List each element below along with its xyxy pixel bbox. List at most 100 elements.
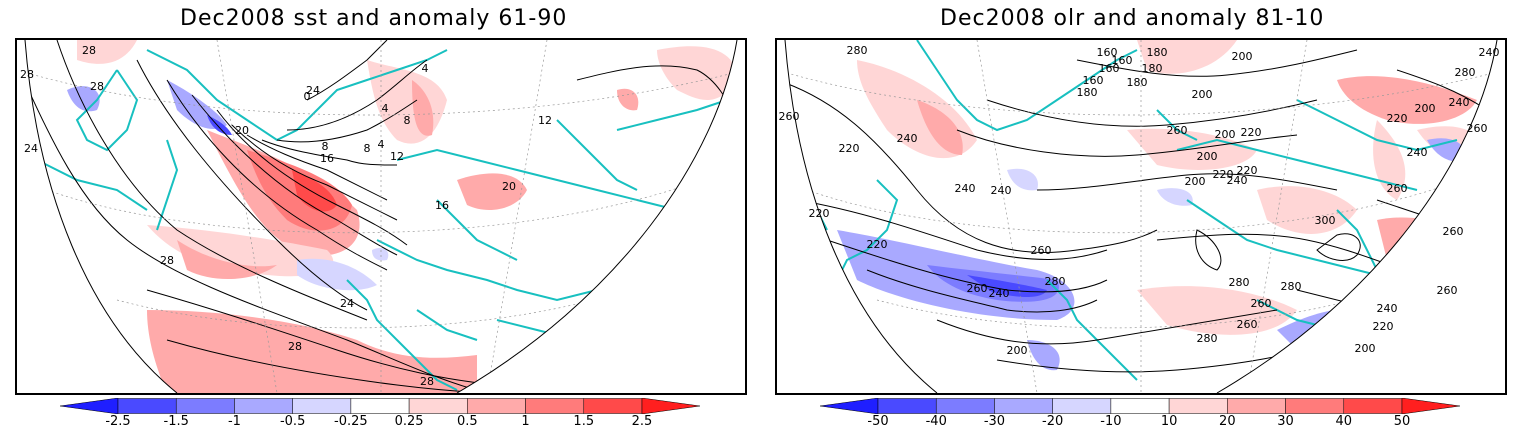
colorbar-tick-label: 1 — [521, 414, 530, 429]
contour-label: 28 — [160, 254, 174, 267]
colorbar-segment — [467, 398, 526, 414]
sst-map-panel: 28 28 28 24 4 0 4 8 8 4 8 12 16 20 16 20 12 28 24 28 28 24 — [15, 38, 747, 395]
contour-label: 28 — [82, 44, 96, 57]
contour-label: 4 — [422, 62, 429, 75]
contour-label: 260 — [1437, 284, 1458, 297]
contour-label: 28 — [420, 375, 434, 388]
colorbar-segment — [820, 398, 879, 414]
contour-label: 280 — [847, 44, 868, 57]
contour-label: 220 — [809, 207, 830, 220]
colorbar-tick-label: -10 — [1100, 414, 1122, 429]
colorbar-tick-label: -2.5 — [105, 414, 131, 429]
contour-label: 12 — [390, 150, 404, 163]
map-title-sst: Dec2008 sst and anomaly 61-90 — [180, 6, 568, 31]
contour-label: 260 — [779, 110, 800, 123]
colorbar-tick-label: -1.5 — [163, 414, 189, 429]
contour-label: 220 — [1241, 126, 1262, 139]
contour-label: 4 — [382, 102, 389, 115]
colorbar-segment — [60, 398, 119, 414]
contour-label: 260 — [1443, 225, 1464, 238]
graticule — [785, 40, 1497, 393]
colorbar-segment — [350, 398, 410, 414]
contour-label: 280 — [1045, 275, 1066, 288]
contour-label: 240 — [991, 184, 1012, 197]
contour-label: 240 — [1227, 174, 1248, 187]
contour-label: 220 — [1373, 320, 1394, 333]
map-title-olr: Dec2008 olr and anomaly 81-10 — [940, 6, 1325, 31]
contour-label: 260 — [1467, 122, 1488, 135]
colorbar-segment — [583, 398, 643, 414]
colorbar-segment — [292, 398, 352, 414]
contour-label: 260 — [1167, 124, 1188, 137]
colorbar-tick-label: 40 — [1335, 414, 1353, 429]
contour-label: 220 — [1387, 112, 1408, 125]
contour-label: 180 — [1142, 62, 1163, 75]
contour-label: 28 — [90, 80, 104, 93]
contour-label: 240 — [1407, 146, 1428, 159]
contour-label: 24 — [306, 84, 320, 97]
contour-label: 8 — [322, 140, 329, 153]
contour-label: 260 — [967, 282, 988, 295]
contour-label: 160 — [1099, 62, 1120, 75]
contour-label: 240 — [989, 287, 1010, 300]
contours — [25, 40, 737, 393]
contour-label: 160 — [1097, 46, 1118, 59]
contour-label: 200 — [1197, 150, 1218, 163]
contour-label: 16 — [435, 199, 449, 212]
colorbar-segment — [935, 398, 995, 414]
colorbar-tick-label: -1 — [227, 414, 241, 429]
contour-label: 160 — [1083, 74, 1104, 87]
contour-label: 16 — [320, 152, 334, 165]
contour-label: 180 — [1127, 76, 1148, 89]
colorbar-segment — [408, 398, 468, 414]
colorbar-tick-label: 2.5 — [631, 414, 653, 429]
olr-map-panel: 280 180 160 160 180 160 160 180 200 240 260 180 200 2… — [775, 38, 1507, 395]
colorbar-segment — [525, 398, 585, 414]
colorbar-segment — [1168, 398, 1228, 414]
contour-label: 28 — [20, 68, 34, 81]
contour-label: 220 — [1213, 168, 1234, 181]
colorbar-segment — [117, 398, 177, 414]
colorbar-segment — [1052, 398, 1112, 414]
contour-label: 240 — [1377, 302, 1398, 315]
contour-label: 240 — [955, 182, 976, 195]
contour-label: 180 — [1147, 46, 1168, 59]
contour-label: 280 — [1455, 66, 1476, 79]
contour-label: 220 — [867, 238, 888, 251]
contour-label: 20 — [502, 180, 516, 193]
graticule — [25, 40, 737, 393]
contour-label: 220 — [839, 142, 860, 155]
colorbar-segment — [1401, 398, 1460, 414]
colorbar-tick-label: 1.5 — [573, 414, 595, 429]
colorbar-segment — [641, 398, 700, 414]
colorbar-segment — [1285, 398, 1345, 414]
colorbar-tick-label: 30 — [1277, 414, 1294, 429]
contour-label: 240 — [897, 132, 918, 145]
contour-label: 8 — [404, 114, 411, 127]
contour-label: 260 — [1387, 182, 1408, 195]
colorbar-tick-label: -0.5 — [279, 414, 306, 429]
colorbar-tick-label: 0.5 — [456, 414, 478, 429]
sst-colorbar — [60, 398, 700, 414]
contour-label: 180 — [1077, 86, 1098, 99]
colorbar-segment — [234, 398, 293, 414]
colorbar-tick-label: 50 — [1393, 414, 1411, 429]
contour-label: 220 — [1237, 164, 1258, 177]
contour-label: 200 — [1007, 344, 1028, 357]
contour-label: 260 — [1237, 318, 1258, 331]
olr-colorbar — [820, 398, 1460, 414]
colorbar-segment — [175, 398, 235, 414]
contour-label: 8 — [364, 142, 371, 155]
contour-label: 160 — [1112, 54, 1133, 67]
colorbar-segment — [1227, 398, 1286, 414]
contour-label: 0 — [304, 90, 311, 103]
colorbar-tick-label: -20 — [1042, 414, 1064, 429]
colorbar-tick-label: 0.25 — [394, 414, 424, 429]
colorbar-tick-label: 10 — [1160, 414, 1178, 429]
contour-label: 280 — [1281, 280, 1302, 293]
contour-label: 200 — [1185, 175, 1206, 188]
contour-label: 24 — [24, 142, 38, 155]
